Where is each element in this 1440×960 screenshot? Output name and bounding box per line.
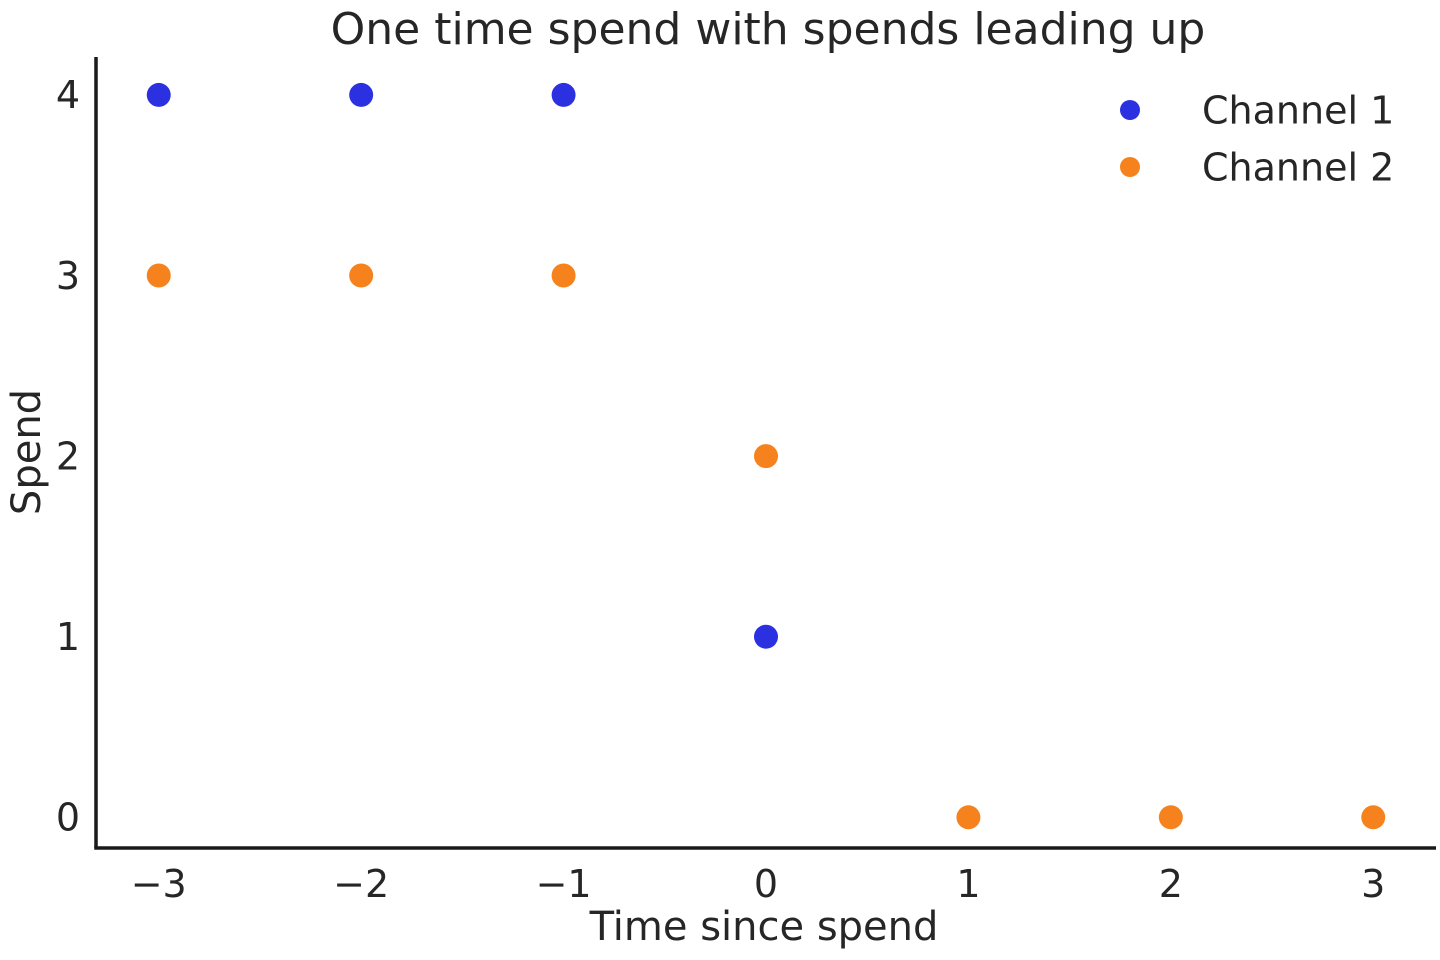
chart-title: One time spend with spends leading up bbox=[331, 4, 1206, 55]
data-point bbox=[1158, 805, 1183, 830]
y-tick-label: 1 bbox=[56, 615, 80, 659]
data-point bbox=[956, 805, 981, 830]
legend-label: Channel 2 bbox=[1202, 145, 1394, 189]
data-point bbox=[551, 82, 576, 107]
data-point bbox=[349, 263, 374, 288]
data-point bbox=[754, 624, 778, 649]
legend-marker bbox=[1120, 100, 1140, 120]
x-tick-label: −3 bbox=[131, 862, 187, 906]
y-tick-label: 4 bbox=[56, 73, 80, 117]
x-tick-label: 3 bbox=[1361, 862, 1385, 906]
legend: Channel 1 Channel 2 bbox=[1120, 88, 1394, 189]
x-tick-label: 0 bbox=[754, 862, 778, 906]
data-point bbox=[754, 444, 778, 469]
data-point bbox=[551, 263, 576, 288]
data-point bbox=[1361, 805, 1386, 830]
y-tick-label: 0 bbox=[56, 796, 80, 840]
data-points-layer bbox=[146, 82, 1386, 830]
x-tick-label: 1 bbox=[956, 862, 980, 906]
x-tick-label: −2 bbox=[333, 862, 389, 906]
data-point bbox=[146, 263, 171, 288]
legend-label: Channel 1 bbox=[1202, 88, 1394, 132]
legend-marker bbox=[1120, 157, 1140, 177]
y-axis-label: Spend bbox=[4, 389, 50, 515]
data-point bbox=[349, 82, 374, 107]
x-axis-label: Time since spend bbox=[589, 904, 939, 950]
x-tick-labels: −3 −2 −1 0 1 2 3 bbox=[131, 862, 1386, 906]
y-tick-label: 3 bbox=[56, 254, 80, 298]
x-tick-label: 2 bbox=[1159, 862, 1183, 906]
x-tick-label: −1 bbox=[536, 862, 592, 906]
y-tick-label: 2 bbox=[56, 434, 80, 478]
y-tick-labels: 0 1 2 3 4 bbox=[56, 73, 80, 839]
data-point bbox=[146, 82, 171, 107]
